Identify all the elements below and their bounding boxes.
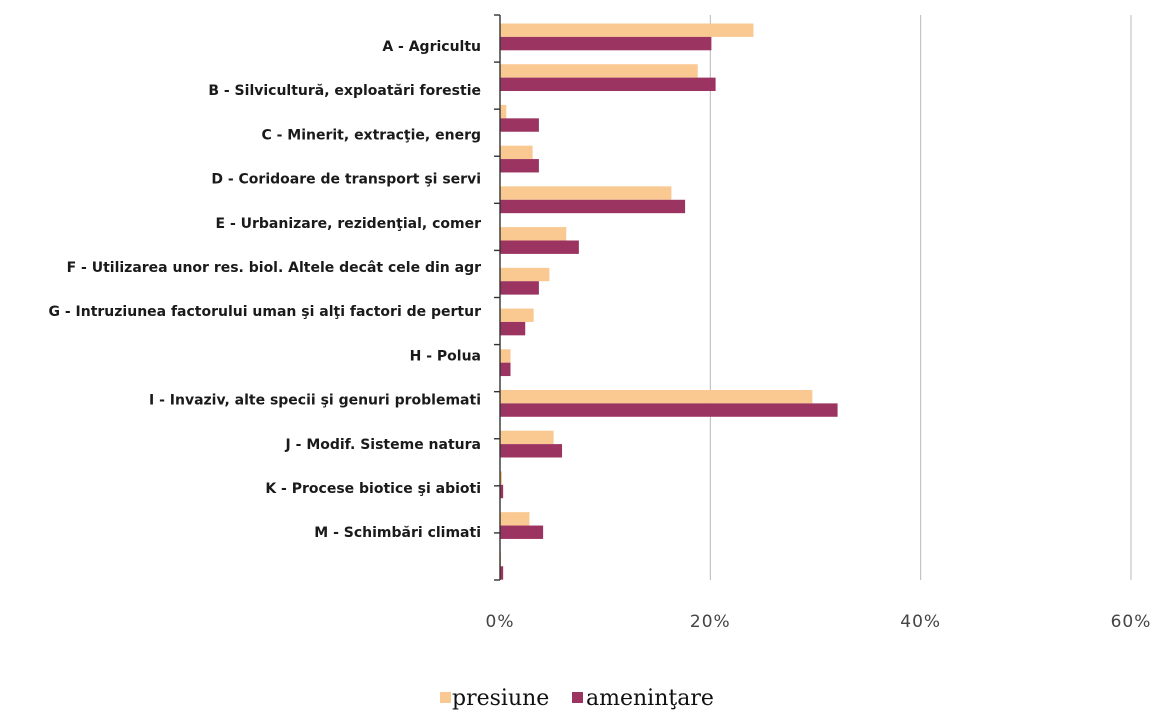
bar-amenintare-5 bbox=[500, 240, 579, 254]
bar-presiune-11 bbox=[500, 471, 503, 485]
bar-amenintare-8 bbox=[500, 362, 511, 377]
bar-presiune-3 bbox=[500, 145, 533, 160]
bar-presiune-1 bbox=[500, 64, 698, 78]
bar-amenintare-9 bbox=[500, 403, 838, 417]
bar-presiune-9 bbox=[500, 389, 813, 404]
bar-presiune-5 bbox=[500, 227, 567, 241]
x-tick-label: 60% bbox=[1111, 612, 1152, 632]
bar-amenintare-2 bbox=[500, 118, 539, 132]
bar-amenintare-6 bbox=[500, 281, 539, 295]
legend: presiune ameninţare bbox=[440, 686, 714, 711]
x-tick-label: 20% bbox=[690, 612, 731, 632]
category-label: G - Intruziunea factorului uman şi alţi … bbox=[48, 304, 481, 320]
bar-presiune-0 bbox=[500, 23, 754, 37]
bar-amenintare-0 bbox=[500, 36, 712, 51]
x-tick-label: 40% bbox=[900, 612, 941, 632]
bar-amenintare-1 bbox=[500, 77, 716, 92]
legend-swatch-amenintare bbox=[572, 692, 583, 703]
bar-presiune-2 bbox=[500, 104, 507, 119]
bar-presiune-4 bbox=[500, 186, 672, 200]
bar-amenintare-7 bbox=[500, 321, 526, 336]
category-label: A - Agricultu bbox=[382, 39, 481, 55]
bar-amenintare-13 bbox=[500, 566, 504, 580]
bar-presiune-7 bbox=[500, 308, 534, 322]
x-tick-labels: 0% 20% 40% 60% bbox=[486, 612, 1152, 632]
category-label: J - Modif. Sisteme natura bbox=[285, 437, 481, 453]
gridlines bbox=[709, 15, 1132, 580]
bar-amenintare-11 bbox=[500, 484, 504, 499]
category-label: B - Silvicultură, exploatări forestie bbox=[208, 83, 481, 99]
category-label: M - Schimbări climati bbox=[314, 525, 481, 541]
bar-amenintare-3 bbox=[500, 159, 539, 173]
category-labels: A - Agricultu B - Silvicultură, exploatăr… bbox=[48, 39, 481, 541]
bar-presiune-10 bbox=[500, 430, 554, 445]
y-axis bbox=[494, 14, 501, 581]
legend-swatch-presiune bbox=[440, 692, 451, 703]
bar-amenintare-10 bbox=[500, 444, 563, 458]
category-label: I - Invaziv, alte specii şi genuri probl… bbox=[149, 393, 481, 409]
bars bbox=[500, 23, 838, 580]
bar-amenintare-12 bbox=[500, 525, 544, 539]
legend-label-amenintare: ameninţare bbox=[586, 686, 714, 711]
bar-amenintare-4 bbox=[500, 199, 686, 214]
category-label: E - Urbanizare, rezidenţial, comer bbox=[216, 216, 482, 232]
bar-presiune-12 bbox=[500, 512, 530, 526]
category-label: F - Utilizarea unor res. biol. Altele de… bbox=[67, 260, 481, 276]
x-tick-label: 0% bbox=[486, 612, 515, 632]
bar-presiune-8 bbox=[500, 349, 511, 363]
category-label: D - Coridoare de transport şi servi bbox=[211, 172, 481, 188]
category-label: H - Polua bbox=[410, 348, 481, 364]
category-label: C - Minerit, extracţie, energ bbox=[261, 127, 481, 143]
bar-presiune-6 bbox=[500, 267, 550, 282]
category-label: K - Procese biotice şi abioti bbox=[265, 481, 481, 497]
legend-label-presiune: presiune bbox=[452, 686, 549, 711]
